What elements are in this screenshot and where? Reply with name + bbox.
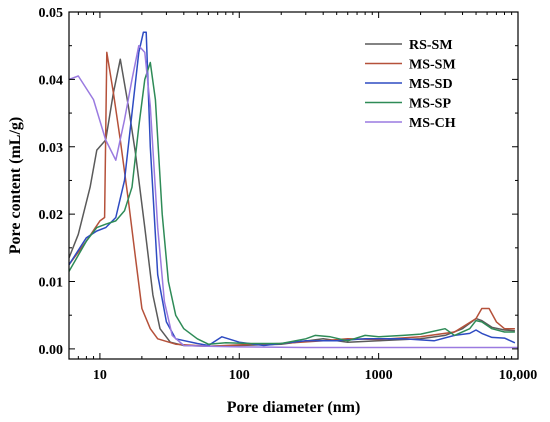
y-tick-label: 0.04 <box>39 73 64 88</box>
y-tick-label: 0.03 <box>39 141 64 156</box>
y-tick-label: 0.02 <box>39 208 64 223</box>
x-axis-title: Pore diameter (nm) <box>227 399 361 416</box>
y-tick-label: 0.01 <box>39 276 64 291</box>
legend-label-ms-sm: MS-SM <box>409 58 456 73</box>
legend-label-ms-sd: MS-SD <box>409 77 453 92</box>
y-tick-label: 0.05 <box>39 6 64 21</box>
y-axis: 0.00 0.01 0.02 0.03 0.04 0.05 <box>39 6 518 358</box>
series-line-ms-sd <box>69 31 516 347</box>
x-axis: 10 100 1000 10,000 <box>68 12 538 383</box>
legend: RS-SM MS-SM MS-SD MS-SP MS-CH <box>365 38 456 131</box>
plot-frame <box>68 11 519 360</box>
series-line-ms-ch <box>69 44 518 349</box>
x-tick-label: 10 <box>93 368 107 383</box>
legend-label-ms-ch: MS-CH <box>409 116 456 131</box>
x-tick-label: 100 <box>229 368 250 383</box>
y-axis-title: Pore content (mL/g) <box>7 117 24 254</box>
x-tick-label: 1000 <box>365 368 393 383</box>
legend-label-ms-sp: MS-SP <box>409 97 451 112</box>
series-line-ms-sp <box>69 61 515 345</box>
y-tick-label: 0.00 <box>39 343 64 358</box>
legend-label-rs-sm: RS-SM <box>409 38 453 53</box>
x-tick-label: 10,000 <box>499 368 538 383</box>
series-layer <box>69 31 518 349</box>
